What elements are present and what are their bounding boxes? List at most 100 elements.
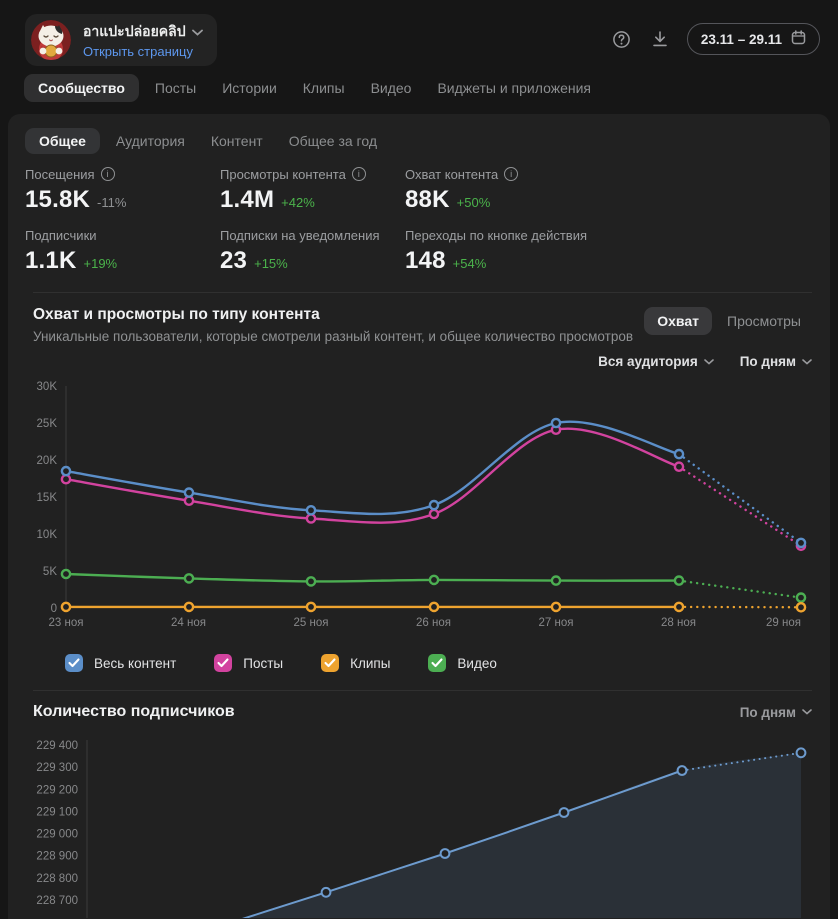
data-point[interactable] [795,592,807,603]
nav-tab-2[interactable]: Истории [222,80,277,96]
x-tick-label: 23 ноя [49,617,84,629]
chevron-down-icon [703,358,714,365]
info-icon[interactable]: i [351,167,366,181]
data-point[interactable] [60,568,72,580]
sub-tab-2[interactable]: Контент [210,133,263,149]
sub-tabs: Общее Аудитория Контент Общее за год [25,128,812,154]
data-point[interactable] [60,601,72,613]
stat-label: Переходы по кнопке действия [405,227,588,243]
sub-tab-0[interactable]: Общее [25,128,100,154]
legend-item-2[interactable]: Клипы [321,654,390,672]
legend-item-3[interactable]: Видео [428,654,497,672]
data-point[interactable] [183,601,195,613]
community-avatar [31,20,71,60]
y-tick-label: 229 000 [36,829,78,841]
nav-tab-5[interactable]: Виджеты и приложения [437,80,591,96]
data-point[interactable] [60,465,72,477]
stat-value: 1.1K [25,247,77,274]
stat-card-4: Подписки на уведомления 23 +15% [220,226,405,278]
data-point[interactable] [558,807,570,818]
legend-label: Видео [457,655,497,671]
audience-filter[interactable]: Вся аудитория [598,354,714,369]
data-point[interactable] [305,576,317,587]
nav-tab-4[interactable]: Видео [370,80,412,96]
data-point[interactable] [428,574,440,586]
data-point[interactable] [183,487,195,498]
subscribers-chart[interactable]: 229 400 229 300 229 200 229 100 229 000 228 9… [25,736,812,919]
data-point[interactable] [550,417,562,429]
y-tick-label: 229 300 [36,762,78,774]
legend-checkbox[interactable] [214,654,233,672]
stat-label: Просмотры контента [220,166,346,182]
data-point[interactable] [305,513,317,524]
data-point[interactable] [305,601,317,613]
community-name-row[interactable]: อาแปะปล่อยคลิป [83,21,203,43]
nav-tab-0[interactable]: Сообщество [24,74,139,102]
nav-tab-1[interactable]: Посты [154,80,197,96]
area-fill [242,752,801,919]
statistics-card: Общее Аудитория Контент Общее за год Посеще… [8,114,830,919]
data-point[interactable] [673,448,685,460]
subscribers-period-filter[interactable]: По дням [740,705,812,720]
help-icon[interactable] [611,28,633,50]
community-chip[interactable]: อาแปะปล่อยคลิป Открыть страницу [25,14,217,66]
reach-chart[interactable]: 0 5K 10K 15K 20K 25K 30K 23 ноя 24 ноя 25 ноя 26 н… [25,377,812,638]
data-point[interactable] [795,537,807,549]
legend-checkbox[interactable] [65,654,83,672]
stat-delta: +15% [254,256,288,271]
data-point[interactable] [550,575,562,586]
data-point[interactable] [305,504,317,516]
nav-tab-3[interactable]: Клипы [302,80,345,96]
date-range-picker[interactable]: 23.11 – 29.11 [686,23,820,55]
data-point[interactable] [676,765,688,776]
data-point[interactable] [673,461,685,472]
x-tick-label: 27 ноя [539,617,574,629]
x-tick-label: 29 ноя [766,617,801,629]
data-point[interactable] [439,848,451,859]
toggle-reach[interactable]: Охват [644,307,712,335]
chevron-down-icon [191,29,203,36]
legend-item-0[interactable]: Весь контент [65,654,176,672]
sub-tab-1[interactable]: Аудитория [115,133,185,149]
legend-item-1[interactable]: Посты [214,654,283,672]
data-point[interactable] [673,575,685,586]
sub-tab-3[interactable]: Общее за год [288,133,377,149]
x-tick-label: 26 ноя [416,617,451,629]
info-icon[interactable]: i [504,167,519,181]
divider [33,690,812,691]
legend-label: Весь контент [94,655,177,671]
data-point[interactable] [795,747,807,759]
stat-delta: +19% [83,256,118,271]
y-tick-label: 229 200 [36,784,78,796]
legend-checkbox[interactable] [321,654,340,672]
legend-checkbox[interactable] [428,654,447,672]
data-point[interactable] [550,601,562,613]
community-name: อาแปะปล่อยคลิป [83,23,186,39]
top-bar: อาแปะปล่อยคลิป Открыть страницу 23.11 – … [0,0,838,66]
open-page-link[interactable]: Открыть страницу [83,44,193,59]
y-tick-label: 0 [51,603,57,615]
data-point[interactable] [428,508,440,520]
top-actions: 23.11 – 29.11 [611,23,820,55]
data-point[interactable] [795,601,807,613]
stat-label: Подписчики [25,227,97,243]
data-point[interactable] [428,601,440,613]
data-point[interactable] [320,886,332,898]
series-line-projected [677,579,803,599]
data-point[interactable] [183,573,195,584]
reach-section-subtitle: Уникальные пользователи, которые смотрел… [33,329,634,344]
stat-card-2: Охват контента i 88K +50% [405,165,812,217]
stat-value: 88K [405,186,450,213]
period-filter[interactable]: По дням [740,354,812,369]
x-tick-label: 24 ноя [171,617,206,629]
chart-filters: Вся аудитория По дням [25,354,812,369]
download-icon[interactable] [649,28,671,50]
toggle-views[interactable]: Просмотры [727,313,801,329]
info-icon[interactable]: i [100,167,115,181]
stat-label: Охват контента [405,166,499,182]
data-point[interactable] [428,499,440,511]
series-line-projected [677,452,803,545]
data-point[interactable] [673,601,685,613]
stat-delta: +42% [281,195,315,210]
legend-label: Клипы [350,655,391,671]
